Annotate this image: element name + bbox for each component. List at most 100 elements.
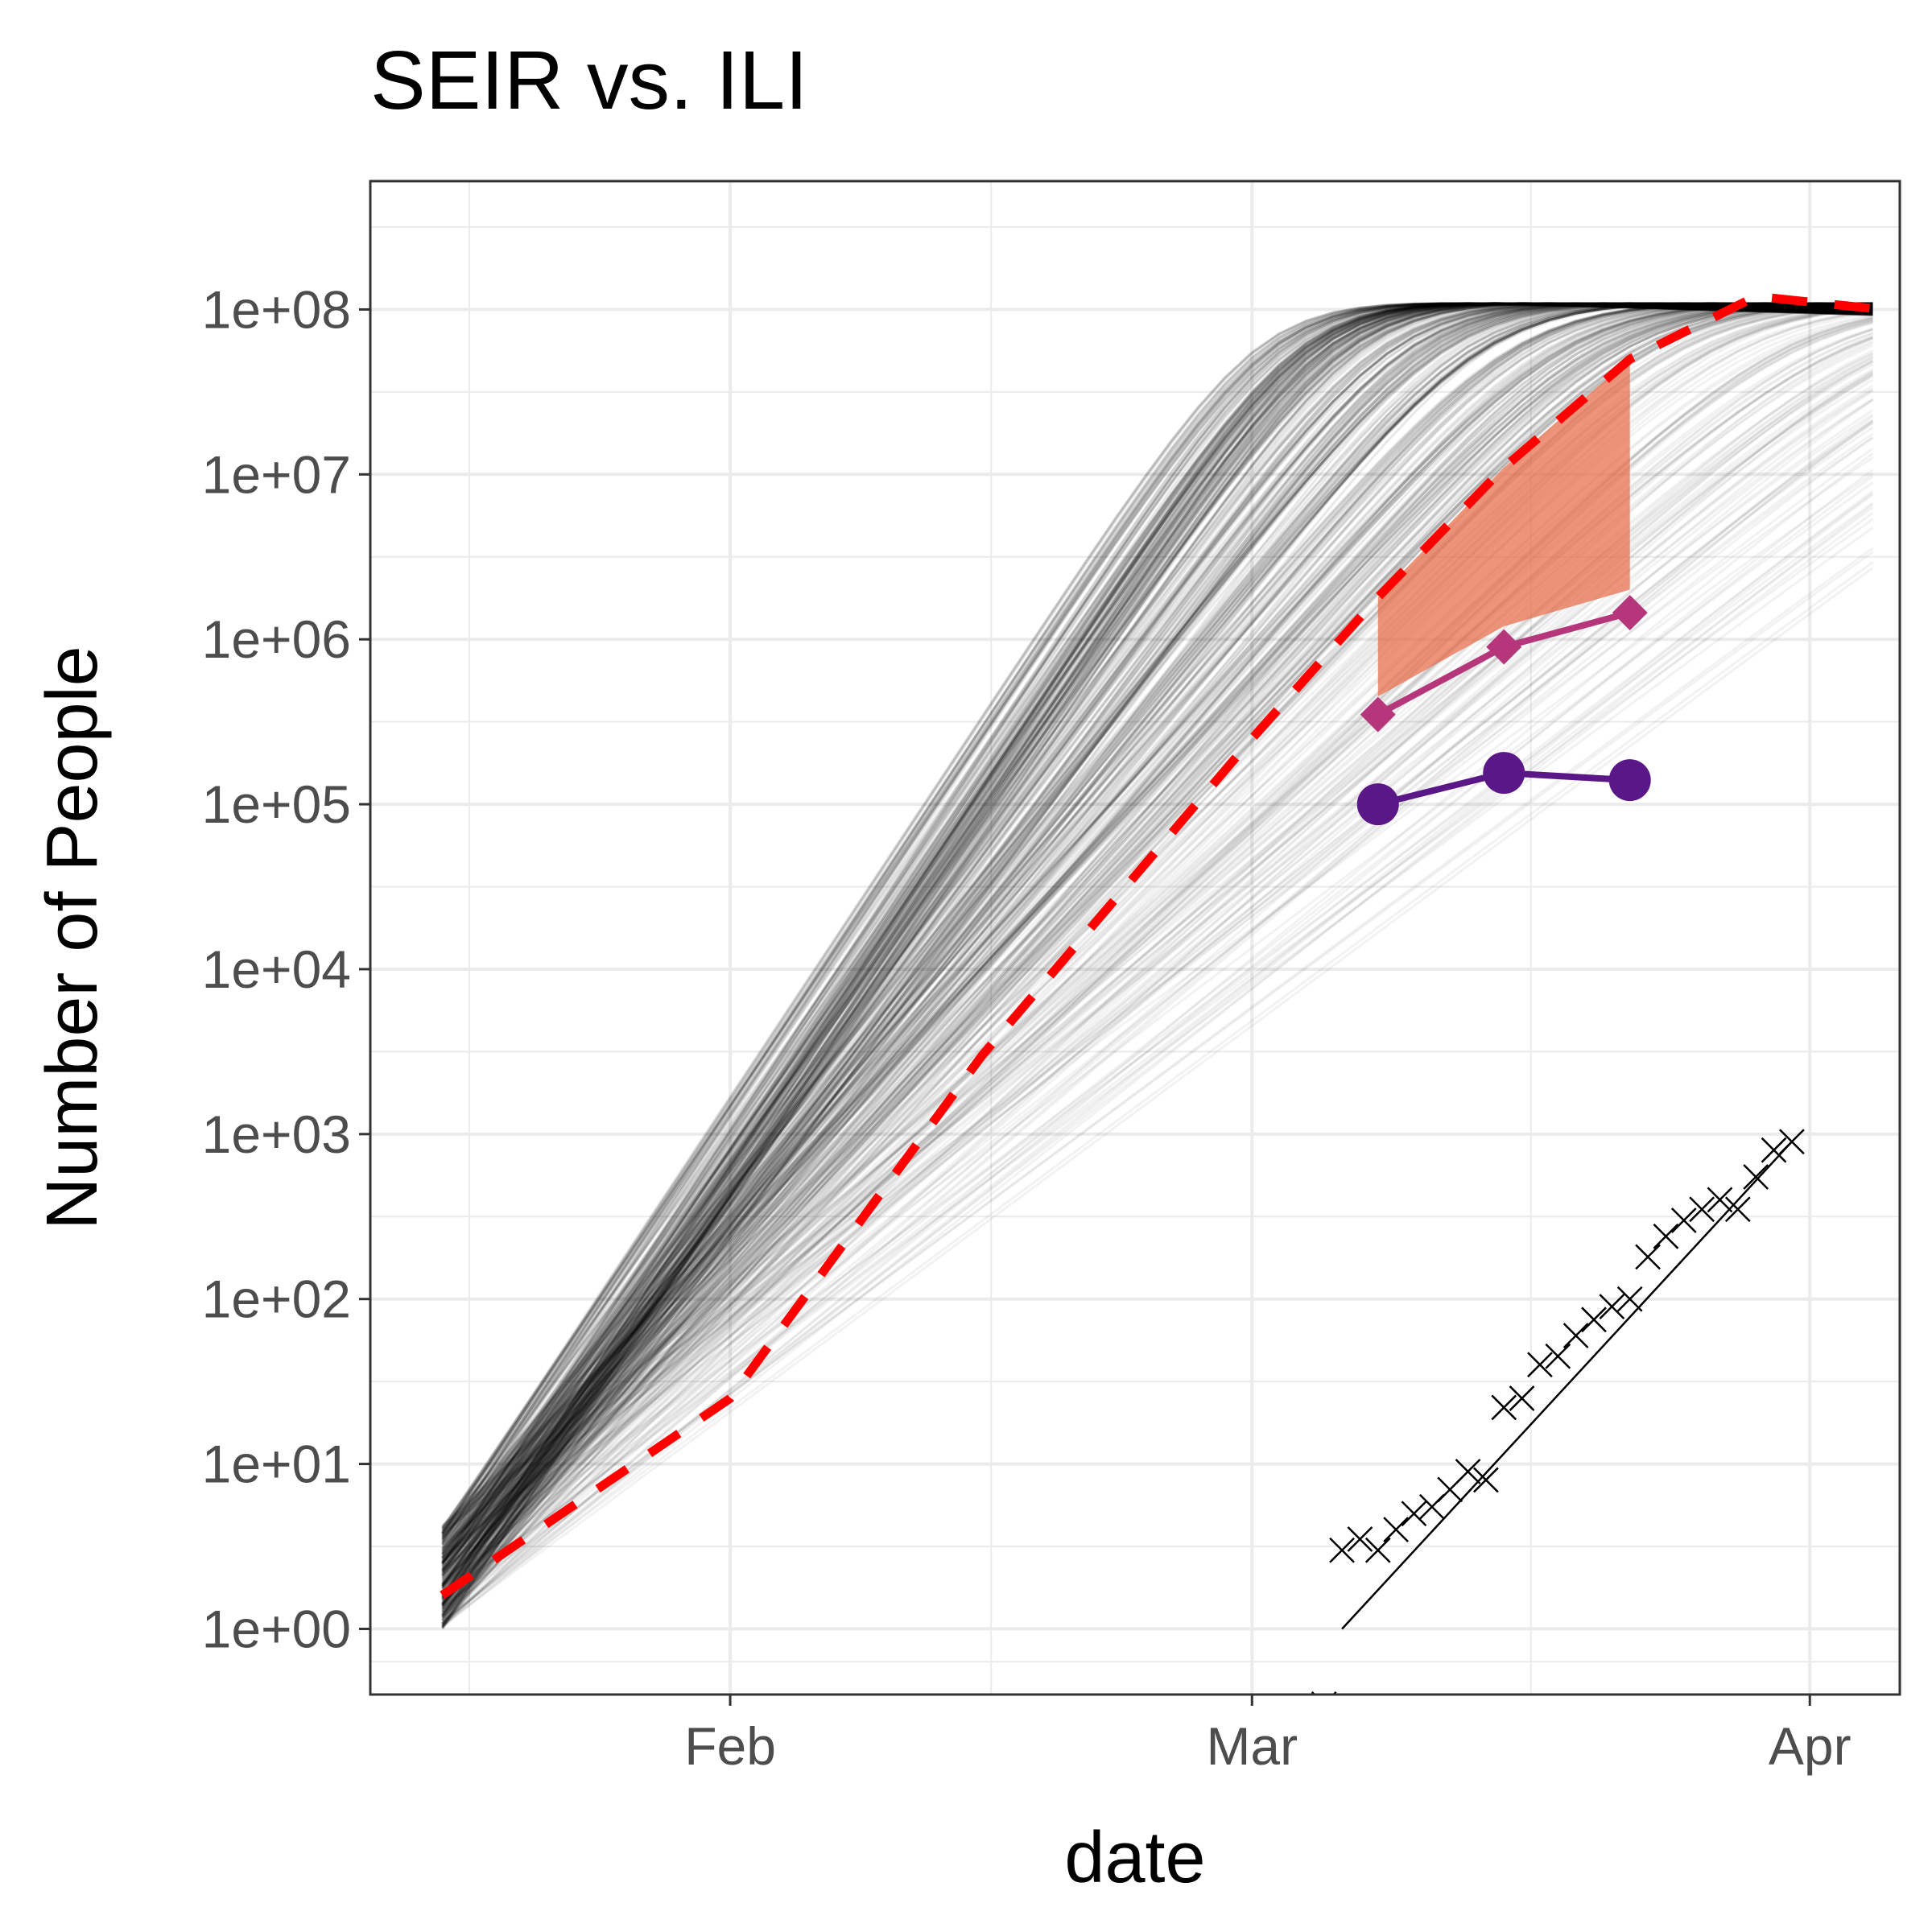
simulation-line xyxy=(441,302,1873,1567)
simulation-line xyxy=(441,340,1874,1563)
y-axis-title: Number of People xyxy=(32,646,113,1229)
simulation-line xyxy=(441,302,1873,1566)
x-tick-label: Feb xyxy=(684,1716,776,1776)
simulation-line xyxy=(441,315,1873,1582)
case-point xyxy=(1329,1537,1355,1563)
simulation-line xyxy=(441,302,1873,1529)
simulation-line xyxy=(441,306,1873,1621)
simulation-line xyxy=(441,303,1873,1614)
simulation-line xyxy=(441,302,1873,1571)
ili-upper-point xyxy=(1612,595,1648,631)
simulation-line xyxy=(441,302,1873,1566)
simulation-line xyxy=(441,313,1873,1528)
simulation-line xyxy=(441,302,1873,1564)
simulation-line xyxy=(441,302,1873,1587)
simulation-line xyxy=(441,302,1873,1564)
simulation-line xyxy=(441,302,1873,1541)
ili-lower-point xyxy=(1356,783,1399,826)
simulation-line xyxy=(441,302,1873,1600)
simulation-line xyxy=(441,413,1874,1529)
ili-lower-point xyxy=(1608,759,1651,802)
simulation-line xyxy=(441,302,1873,1571)
simulation-line xyxy=(441,302,1873,1598)
simulation-line xyxy=(441,319,1873,1620)
simulation-line xyxy=(441,302,1873,1552)
simulation-line xyxy=(441,363,1874,1535)
simulation-line xyxy=(441,481,1874,1563)
simulation-line xyxy=(441,302,1873,1616)
simulation-line xyxy=(441,360,1874,1536)
simulation-line xyxy=(441,302,1873,1575)
simulation-line xyxy=(441,306,1873,1562)
simulation-line xyxy=(441,302,1873,1627)
simulation-line xyxy=(441,302,1873,1627)
simulation-line xyxy=(441,302,1873,1615)
simulation-line xyxy=(441,302,1873,1567)
simulation-line xyxy=(441,302,1873,1577)
simulation-line xyxy=(441,302,1873,1594)
simulation-line xyxy=(441,302,1873,1566)
simulation-line xyxy=(441,302,1873,1616)
simulation-line xyxy=(441,302,1873,1552)
simulation-line xyxy=(441,302,1873,1554)
simulation-line xyxy=(441,302,1873,1554)
simulation-line xyxy=(441,302,1873,1587)
simulation-line xyxy=(441,305,1873,1598)
simulation-line xyxy=(441,302,1873,1543)
fit-line xyxy=(1341,1141,1793,1630)
case-point xyxy=(1401,1501,1427,1527)
simulation-line xyxy=(441,561,1874,1623)
simulation-line xyxy=(441,302,1873,1587)
simulation-line xyxy=(441,302,1873,1606)
simulation-line xyxy=(441,302,1873,1563)
simulation-line xyxy=(441,302,1873,1616)
simulation-line xyxy=(441,310,1873,1559)
simulation-line xyxy=(441,302,1873,1534)
simulation-line xyxy=(441,302,1873,1550)
chart-title: SEIR vs. ILI xyxy=(370,34,808,126)
simulation-line xyxy=(441,302,1873,1608)
simulation-line xyxy=(441,302,1873,1531)
simulation-line xyxy=(441,302,1873,1622)
simulation-line xyxy=(441,302,1873,1594)
simulation-line xyxy=(441,302,1873,1561)
simulation-line xyxy=(441,306,1873,1597)
simulation-line xyxy=(441,302,1873,1574)
case-point xyxy=(1545,1343,1571,1369)
simulation-line xyxy=(441,302,1873,1625)
simulation-line xyxy=(441,302,1873,1564)
simulation-line xyxy=(441,302,1873,1560)
simulation-line xyxy=(441,302,1873,1596)
simulation-line xyxy=(441,302,1873,1565)
simulation-line xyxy=(441,452,1874,1629)
simulation-line xyxy=(441,302,1873,1591)
simulation-line xyxy=(441,302,1873,1590)
simulation-line xyxy=(441,302,1873,1562)
simulation-line xyxy=(441,373,1874,1559)
simulation-line xyxy=(441,302,1873,1597)
simulation-line xyxy=(441,302,1873,1563)
simulation-line xyxy=(441,302,1873,1534)
case-point xyxy=(1743,1164,1769,1190)
simulation-line xyxy=(441,302,1873,1605)
simulation-line xyxy=(441,302,1873,1562)
simulation-line xyxy=(441,302,1873,1570)
simulation-line xyxy=(441,309,1873,1546)
simulation-line xyxy=(441,302,1873,1584)
simulation-line xyxy=(441,303,1873,1551)
simulation-line xyxy=(441,318,1873,1586)
simulation-line xyxy=(441,302,1873,1538)
simulation-line xyxy=(441,302,1873,1567)
simulation-line xyxy=(441,475,1874,1601)
simulation-line xyxy=(441,302,1873,1600)
ili-ribbon xyxy=(1377,359,1630,697)
simulation-line xyxy=(441,302,1873,1590)
simulation-line xyxy=(441,302,1873,1612)
simulation-line xyxy=(441,302,1873,1552)
simulation-line xyxy=(441,305,1873,1587)
simulation-line xyxy=(441,302,1873,1607)
simulation-line xyxy=(441,302,1873,1604)
simulation-line xyxy=(441,302,1873,1616)
simulation-line xyxy=(441,302,1873,1587)
simulation-line xyxy=(441,328,1874,1596)
